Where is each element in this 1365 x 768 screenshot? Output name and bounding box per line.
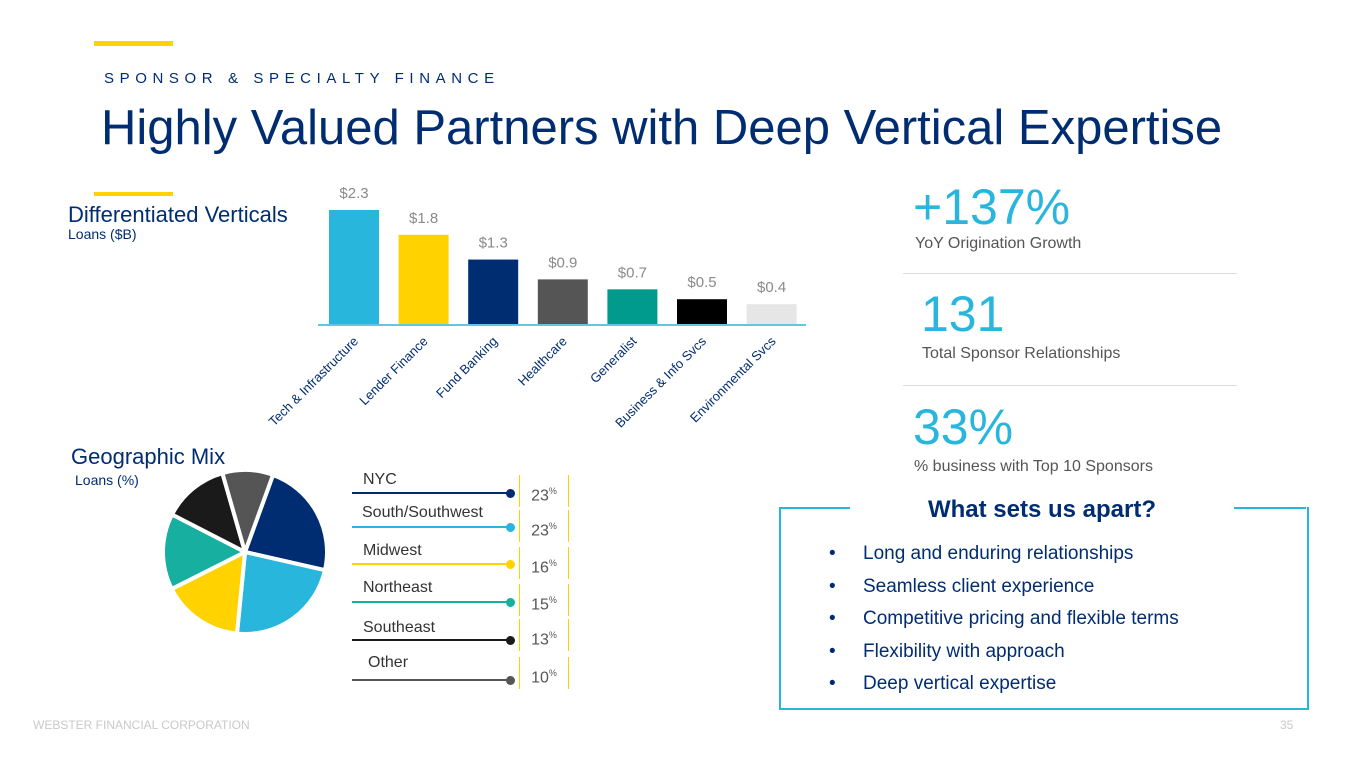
geographic-pie-chart bbox=[161, 468, 329, 636]
bar-value-label: $1.3 bbox=[479, 235, 508, 252]
bar-6 bbox=[746, 304, 797, 324]
geo-legend-name: Northeast bbox=[363, 579, 433, 596]
pie-slice-5 bbox=[220, 468, 276, 554]
geo-percent-value: 23 bbox=[531, 522, 549, 540]
bar-category-label: Fund Banking bbox=[433, 334, 500, 401]
apart-item: • Competitive pricing and flexible terms bbox=[829, 605, 1179, 638]
geo-legend-line bbox=[352, 601, 510, 603]
apart-item-text: Seamless client experience bbox=[863, 575, 1095, 597]
geo-legend-name: NYC bbox=[363, 471, 397, 488]
geo-legend-dot bbox=[506, 675, 515, 685]
geo-legend-name: Other bbox=[368, 654, 409, 671]
bullet: • bbox=[829, 575, 836, 597]
geo-legend-line bbox=[352, 492, 510, 494]
apart-item-text: Long and enduring relationships bbox=[863, 543, 1134, 564]
apart-item-text: Competitive pricing and flexible terms bbox=[863, 608, 1179, 629]
header-accent-bar bbox=[94, 41, 173, 46]
geo-legend-line bbox=[352, 526, 510, 528]
stat-top-sponsors-label: % business with Top 10 Sponsors bbox=[914, 458, 1153, 475]
geo-legend-dot bbox=[506, 559, 515, 569]
apart-box bbox=[779, 507, 1309, 710]
footer-page-number: 35 bbox=[1280, 718, 1294, 732]
apart-item: • Seamless client experience bbox=[829, 573, 1179, 606]
geo-legend-percent: 13% bbox=[519, 619, 569, 651]
geo-percent-sign: % bbox=[548, 521, 557, 531]
verticals-title: Differentiated Verticals bbox=[68, 202, 288, 227]
stat-divider bbox=[903, 385, 1237, 386]
geo-legend-line bbox=[352, 563, 510, 565]
bullet: • bbox=[829, 608, 836, 629]
geo-percent-value: 10 bbox=[531, 669, 549, 687]
bar-value-label: $0.9 bbox=[548, 254, 577, 271]
stat-origination-growth-value: +137% bbox=[913, 179, 1071, 235]
bar-5 bbox=[677, 299, 727, 324]
geo-legend-line bbox=[352, 679, 510, 681]
stat-sponsor-relationships-label: Total Sponsor Relationships bbox=[922, 345, 1121, 362]
bar-value-label: $0.5 bbox=[687, 274, 716, 291]
apart-box-top-right bbox=[1234, 507, 1306, 509]
geo-percent-sign: % bbox=[548, 558, 557, 568]
geographic-subtitle: Loans (%) bbox=[75, 472, 139, 488]
apart-box-top-left bbox=[779, 507, 850, 509]
bar-category-label: Lender Finance bbox=[356, 334, 430, 408]
bullet: • bbox=[829, 673, 836, 694]
bar-value-label: $0.4 bbox=[757, 279, 786, 296]
page-title: Highly Valued Partners with Deep Vertica… bbox=[101, 101, 1223, 155]
apart-list: • Long and enduring relationships • Seamle… bbox=[829, 540, 1179, 703]
bar-3 bbox=[537, 279, 588, 324]
geo-legend-name: Midwest bbox=[363, 542, 422, 559]
geo-legend-name: Southeast bbox=[363, 619, 436, 636]
bar-category-label: Generalist bbox=[587, 333, 640, 386]
bar-value-label: $0.7 bbox=[618, 264, 647, 281]
bullet: • bbox=[829, 543, 836, 564]
verticals-bar-chart: $2.3 Tech & Infrastructure $1.8 Lender Fina… bbox=[266, 185, 806, 430]
bar-4 bbox=[607, 289, 658, 324]
verticals-subtitle: Loans ($B) bbox=[68, 226, 137, 242]
geo-legend-percent: 16% bbox=[519, 547, 569, 579]
geo-legend-dot bbox=[506, 522, 515, 532]
bar-1 bbox=[398, 234, 449, 324]
geo-legend-percent: 23% bbox=[519, 475, 569, 507]
geographic-title: Geographic Mix bbox=[71, 444, 226, 469]
footer-company: WEBSTER FINANCIAL CORPORATION bbox=[33, 718, 250, 732]
geo-legend-dot bbox=[506, 597, 515, 607]
geo-percent-value: 23 bbox=[531, 487, 549, 505]
apart-item-text: Flexibility with approach bbox=[863, 640, 1065, 662]
bar-0 bbox=[329, 210, 379, 324]
apart-item: • Long and enduring relationships bbox=[829, 540, 1179, 573]
stat-sponsor-relationships-value: 131 bbox=[921, 286, 1005, 342]
apart-item: • Deep vertical expertise bbox=[829, 670, 1179, 703]
section-eyebrow: SPONSOR & SPECIALTY FINANCE bbox=[104, 70, 500, 87]
pie-slice-2 bbox=[169, 550, 247, 636]
geo-legend-line bbox=[352, 639, 510, 641]
geo-legend-percent: 15% bbox=[519, 584, 569, 616]
geo-legend-percent: 10% bbox=[519, 657, 569, 689]
geo-legend-name: South/Southwest bbox=[362, 504, 483, 521]
geo-percent-sign: % bbox=[548, 595, 557, 605]
bar-2 bbox=[468, 259, 519, 324]
bar-category-label: Tech & Infrastructure bbox=[266, 334, 361, 429]
stat-divider bbox=[903, 273, 1237, 274]
bullet: • bbox=[829, 640, 836, 662]
apart-item: • Flexibility with approach bbox=[829, 638, 1179, 671]
pie-slice-1 bbox=[234, 550, 327, 636]
geo-percent-sign: % bbox=[548, 486, 557, 496]
stat-origination-growth-label: YoY Origination Growth bbox=[915, 235, 1082, 252]
geo-percent-sign: % bbox=[548, 630, 557, 640]
geo-percent-value: 16 bbox=[531, 559, 549, 577]
geo-legend-dot bbox=[506, 488, 515, 498]
geo-percent-value: 15 bbox=[531, 596, 549, 614]
bar-value-label: $1.8 bbox=[409, 210, 438, 227]
geo-legend-dot bbox=[506, 635, 515, 645]
geo-percent-value: 13 bbox=[531, 631, 549, 649]
apart-item-text: Deep vertical expertise bbox=[863, 673, 1057, 694]
apart-title: What sets us apart? bbox=[927, 496, 1157, 523]
bar-category-label: Healthcare bbox=[515, 334, 570, 389]
bar-value-label: $2.3 bbox=[339, 185, 368, 202]
geo-percent-sign: % bbox=[548, 668, 557, 678]
geo-legend-percent: 23% bbox=[519, 510, 569, 542]
verticals-accent-bar bbox=[94, 192, 173, 196]
pie-slice-3 bbox=[161, 512, 247, 591]
stat-top-sponsors-value: 33% bbox=[913, 399, 1014, 455]
